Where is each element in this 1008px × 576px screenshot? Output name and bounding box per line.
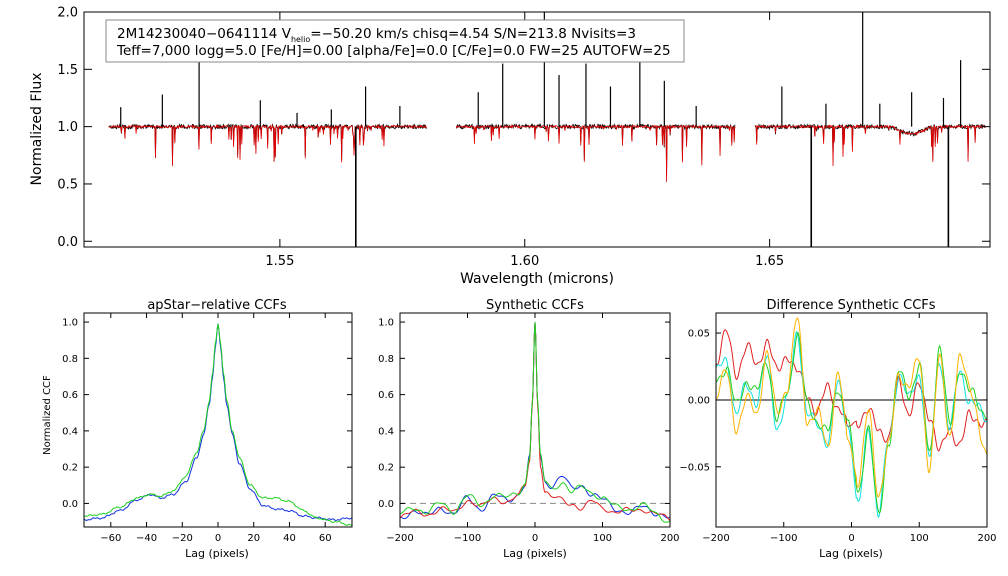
x-tick-label: 40 [283, 533, 296, 544]
y-tick-label: 0.2 [378, 463, 394, 474]
diff-red-line [716, 329, 987, 452]
syn-blue-line [400, 321, 670, 520]
x-tick-label: −200 [702, 533, 729, 544]
spectrum-panel: 1.55 1.60 1.65 0.0 0.5 1.0 1.5 2.0 2M14230040−0… [29, 6, 991, 287]
x-tick-label: 100 [910, 533, 929, 544]
x-tick-label: −100 [770, 533, 797, 544]
model-spectrum-segment [108, 124, 428, 167]
spectrum-axes: 1.55 1.60 1.65 0.0 0.5 1.0 1.5 2.0 [57, 6, 991, 269]
x-tick-label: 0 [215, 533, 221, 544]
syn-green-line [400, 321, 670, 523]
x-tick-label: 20 [247, 533, 260, 544]
y-tick-label: 0.0 [62, 499, 78, 510]
spectrum-series [108, 12, 986, 247]
y-tick-label: 1.0 [378, 318, 394, 329]
y-tick-label: 1.0 [62, 318, 78, 329]
difference-ccf-axes: −200 −100 0 100 200 −0.05 0.00 0.05 [679, 312, 997, 544]
apstar-ccf-title: apStar−relative CCFs [147, 298, 287, 313]
info-box [105, 19, 685, 63]
x-tick-label: −100 [454, 533, 481, 544]
info-line-2: Teff=7,000 logg=5.0 [Fe/H]=0.00 [alpha/F… [116, 43, 671, 59]
spectrum-data [108, 12, 986, 247]
y-tick-label: −0.05 [679, 462, 710, 473]
x-tick-label: 60 [319, 533, 332, 544]
apstar-ccf-axes: −60 −40 −20 0 20 40 60 0.0 0.2 0.4 0.6 0.8 1.0 [62, 312, 353, 544]
info-line-1: 2M14230040−0641114 Vhelio=−50.20 km/s ch… [117, 26, 636, 44]
y-tick-label: 0.0 [57, 235, 78, 250]
difference-ccf-data [716, 317, 987, 519]
synthetic-ccf-data [400, 321, 670, 523]
x-tick-label: 200 [660, 533, 679, 544]
x-tick-label: 0 [848, 533, 854, 544]
ccf-green-line [84, 323, 352, 526]
y-tick-label: 0.8 [378, 354, 394, 365]
synthetic-ccf-xlabel: Lag (pixels) [503, 547, 567, 560]
x-tick-label: 1.60 [510, 254, 539, 269]
x-tick-label: 1.55 [265, 254, 294, 269]
y-tick-label: 2.0 [57, 6, 78, 21]
x-tick-label: 0 [532, 533, 538, 544]
apstar-ccf-ylabel: Normalized CCF [42, 375, 53, 455]
difference-ccf-title: Difference Synthetic CCFs [766, 298, 935, 313]
y-tick-label: 1.5 [57, 63, 78, 78]
spectrum-xlabel: Wavelength (microns) [460, 271, 614, 287]
spectrum-ylabel: Normalized Flux [29, 73, 45, 186]
star-id: 2M14230040−0641114 [117, 26, 277, 42]
diff-green-line [716, 331, 987, 514]
synthetic-ccf-title: Synthetic CCFs [486, 298, 584, 313]
x-tick-label: 1.65 [755, 254, 784, 269]
synthetic-ccf-axes: −200 −100 0 100 200 0.0 0.2 0.4 0.6 0.8 1.0 [378, 312, 680, 544]
y-tick-label: 0.05 [688, 329, 710, 340]
vhelio-subscript: helio [291, 35, 310, 44]
y-tick-label: 0.8 [62, 354, 78, 365]
y-tick-label: 0.0 [378, 499, 394, 510]
x-tick-label: −60 [100, 533, 121, 544]
y-tick-label: 0.00 [688, 395, 710, 406]
difference-ccf-xlabel: Lag (pixels) [819, 547, 883, 560]
series-group [84, 323, 352, 526]
y-tick-label: 1.0 [57, 120, 78, 135]
y-tick-label: 0.6 [62, 390, 78, 401]
apstar-ccf-xlabel: Lag (pixels) [185, 547, 249, 560]
series-group [400, 321, 670, 523]
apstar-ccf-data [84, 323, 352, 526]
x-tick-label: 200 [977, 533, 996, 544]
model-spectrum-segment [754, 124, 986, 167]
x-tick-label: −200 [386, 533, 413, 544]
series-group [716, 317, 987, 519]
y-tick-label: 0.5 [57, 178, 78, 193]
y-tick-label: 0.4 [62, 426, 78, 437]
vhelio-label: V [282, 26, 292, 42]
ccf-blue-line [84, 323, 352, 522]
x-tick-label: −20 [172, 533, 193, 544]
plot-frame [83, 11, 991, 248]
y-tick-label: 0.4 [378, 426, 394, 437]
synthetic-ccf-panel: −200 −100 0 100 200 0.0 0.2 0.4 0.6 0.8 1.0 Synthe… [378, 298, 679, 560]
apstar-ccf-panel: −60 −40 −20 0 20 40 60 0.0 0.2 0.4 0.6 0.8 1.0 apSta… [42, 298, 353, 560]
difference-ccf-panel: −200 −100 0 100 200 −0.05 0.00 0.05 Difference … [679, 298, 996, 560]
y-tick-label: 0.6 [378, 390, 394, 401]
x-tick-label: 100 [593, 533, 612, 544]
diff-orange-line [716, 317, 987, 498]
x-tick-label: −40 [136, 533, 157, 544]
y-tick-label: 0.2 [62, 463, 78, 474]
info-line-1-values: =−50.20 km/s chisq=4.54 S/N=213.8 Nvisit… [310, 26, 636, 42]
